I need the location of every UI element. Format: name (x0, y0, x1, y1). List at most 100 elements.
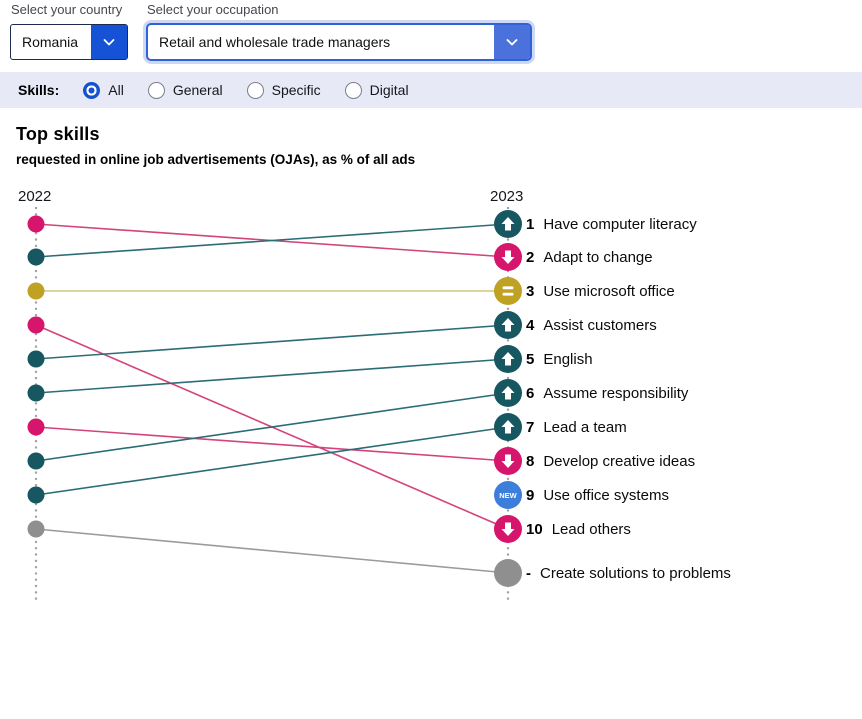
skill-rank: 7 (526, 418, 535, 436)
skill-row-10: 10 Lead others (526, 518, 631, 540)
skill-row-5: 5 English (526, 348, 593, 370)
skill-row-7: 7 Lead a team (526, 416, 627, 438)
dot-2022-rank9 (27, 486, 45, 504)
skill-rank: 10 (526, 520, 543, 538)
skill-row-3: 3 Use microsoft office (526, 280, 675, 302)
radio-general[interactable]: General (147, 81, 223, 99)
radio-specific-label: Specific (271, 82, 321, 98)
skill-name: English (543, 350, 593, 368)
year-label-2022: 2022 (18, 188, 52, 205)
skill-name: Use microsoft office (543, 282, 675, 300)
skill-rank: 6 (526, 384, 535, 402)
slope-line-assist-customers (35, 324, 509, 360)
radio-specific[interactable]: Specific (246, 81, 321, 99)
skill-name: Lead a team (543, 418, 627, 436)
dot-2022-rank1 (27, 215, 45, 233)
down-arrow-badge-rank10 (494, 515, 522, 543)
skill-name: Assume responsibility (543, 384, 689, 402)
skill-rank: 5 (526, 350, 535, 368)
skill-name: Create solutions to problems (540, 564, 731, 582)
dot-2022-rank5 (27, 350, 45, 368)
skill-row-6: 6 Assume responsibility (526, 382, 688, 404)
down-arrow-badge-rank8 (494, 447, 522, 475)
dot-2022-rank7 (27, 418, 45, 436)
skills-filter-bar: Skills: All General Specific Digital (0, 72, 862, 108)
dot-2022-rank10 (27, 520, 45, 538)
skill-name: Have computer literacy (543, 215, 697, 233)
new-badge-text: NEW (499, 491, 517, 500)
down-arrow-icon (501, 522, 515, 536)
filters-bar: Select your country Select your occupati… (0, 0, 862, 72)
radio-digital-label: Digital (369, 82, 409, 98)
chart-heading: Top skills requested in online job adver… (16, 124, 415, 167)
skill-row-1: 1 Have computer literacy (526, 213, 697, 235)
slope-line-have-computer-literacy (35, 223, 509, 258)
skill-rank: 3 (526, 282, 535, 300)
down-arrow-icon (501, 250, 515, 264)
up-arrow-badge-rank1 (494, 210, 522, 238)
skill-rank: 2 (526, 248, 535, 266)
occupation-select-label: Select your occupation (147, 2, 279, 17)
skill-rank: 9 (526, 486, 535, 504)
radio-specific-button[interactable] (246, 81, 264, 99)
equals-icon (502, 286, 514, 296)
slope-chart: 2022 2023 (0, 185, 862, 719)
up-arrow-icon (501, 217, 515, 231)
dropped-out-badge (494, 559, 522, 587)
skills-filter-label: Skills: (18, 82, 60, 98)
skill-rank: 4 (526, 316, 535, 334)
radio-all-label: All (108, 82, 124, 98)
up-arrow-icon (501, 386, 515, 400)
occupation-select-chevron-button[interactable] (494, 25, 530, 59)
occupation-select[interactable]: Retail and wholesale trade managers (146, 23, 532, 61)
up-arrow-badge-rank6 (494, 379, 522, 407)
skill-row-dropped: - Create solutions to problems (526, 562, 731, 584)
slope-line-create-solutions (35, 528, 509, 574)
skill-row-9: 9 Use office systems (526, 484, 669, 506)
slope-line-english (35, 358, 509, 394)
slope-chart-canvas: NEW (27, 206, 522, 603)
dot-2022-rank6 (27, 384, 45, 402)
slope-line-assume-responsibility (35, 392, 509, 462)
country-select-value: Romania (22, 34, 79, 50)
slope-line-lead-a-team (35, 426, 509, 496)
skill-rank: 8 (526, 452, 535, 470)
slope-line-develop-creative-ideas (35, 426, 509, 462)
country-select-chevron-button[interactable] (91, 25, 127, 59)
down-arrow-badge-rank2 (494, 243, 522, 271)
skill-row-2: 2 Adapt to change (526, 246, 653, 268)
new-badge-rank9: NEW (494, 481, 522, 509)
radio-digital[interactable]: Digital (344, 81, 409, 99)
occupation-select-value: Retail and wholesale trade managers (159, 34, 391, 50)
radio-general-label: General (172, 82, 223, 98)
skill-row-4: 4 Assist customers (526, 314, 657, 336)
equal-badge-rank3 (494, 277, 522, 305)
skill-name: Develop creative ideas (543, 452, 696, 470)
down-arrow-icon (501, 454, 515, 468)
radio-digital-button[interactable] (344, 81, 362, 99)
up-arrow-badge-rank5 (494, 345, 522, 373)
skill-row-8: 8 Develop creative ideas (526, 450, 695, 472)
skill-name: Adapt to change (543, 248, 653, 266)
skill-name: Lead others (551, 520, 631, 538)
radio-general-button[interactable] (147, 81, 165, 99)
skill-rank: - (526, 564, 531, 582)
skill-name: Assist customers (543, 316, 657, 334)
up-arrow-badge-rank4 (494, 311, 522, 339)
year-label-2023: 2023 (490, 188, 524, 205)
dot-2022-rank3 (27, 282, 45, 300)
skill-rank: 1 (526, 215, 535, 233)
radio-all-button[interactable] (83, 81, 101, 99)
dot-2022-rank8 (27, 452, 45, 470)
up-arrow-icon (501, 420, 515, 434)
radio-all[interactable]: All (83, 81, 124, 99)
page-title: Top skills (16, 124, 100, 144)
up-arrow-icon (501, 318, 515, 332)
up-arrow-badge-rank7 (494, 413, 522, 441)
up-arrow-icon (501, 352, 515, 366)
country-select[interactable]: Romania (10, 24, 128, 60)
dot-2022-rank2 (27, 248, 45, 266)
skill-name: Use office systems (543, 486, 669, 504)
chevron-down-icon (506, 39, 518, 46)
